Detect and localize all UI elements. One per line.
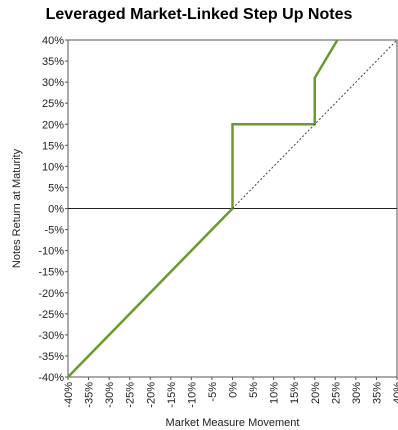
x-tick-label: 5% — [248, 382, 260, 398]
x-tick-label: 30% — [351, 382, 363, 404]
x-tick-label: 15% — [289, 382, 301, 404]
y-axis-label: Notes Return at Maturity — [11, 148, 23, 268]
y-tick-label: -5% — [44, 225, 64, 237]
x-tick-label: -5% — [207, 382, 219, 402]
x-axis-label: Market Measure Movement — [166, 417, 300, 429]
y-tick-label: 20% — [42, 119, 64, 131]
y-tick-label: -30% — [38, 330, 64, 342]
y-tick-label: -10% — [38, 246, 64, 258]
x-tick-label: 0% — [228, 382, 240, 398]
x-tick-label: -25% — [125, 382, 137, 408]
x-tick-label: 25% — [330, 382, 342, 404]
x-tick-label: -10% — [186, 382, 198, 408]
chart-title: Leveraged Market-Linked Step Up Notes — [45, 6, 353, 23]
y-tick-label: -35% — [38, 351, 64, 363]
y-tick-label: 5% — [48, 182, 64, 194]
y-tick-label: 30% — [42, 77, 64, 89]
x-tick-label: -35% — [84, 382, 96, 408]
reference-line — [232, 39, 398, 209]
y-tick-label: 25% — [42, 98, 64, 110]
y-tick-label: -20% — [38, 288, 64, 300]
y-tick-label: -15% — [38, 267, 64, 279]
y-tick-label: 10% — [42, 161, 64, 173]
x-tick-label: 35% — [371, 382, 383, 404]
x-tick-label: -30% — [104, 382, 116, 408]
y-tick-label: 15% — [42, 140, 64, 152]
y-tick-label: -25% — [38, 309, 64, 321]
x-tick-label: -15% — [166, 382, 178, 408]
x-tick-label: -40% — [63, 382, 75, 408]
x-tick-label: -20% — [145, 382, 157, 408]
payoff-line — [67, 39, 339, 378]
y-tick-label: 35% — [42, 56, 64, 68]
y-tick-label: -40% — [38, 372, 64, 384]
x-tick-label: 10% — [269, 382, 281, 404]
x-tick-label: 20% — [310, 382, 322, 404]
y-tick-label: 40% — [42, 35, 64, 47]
y-tick-label: 0% — [48, 204, 64, 216]
x-tick-label: 40% — [392, 382, 398, 404]
